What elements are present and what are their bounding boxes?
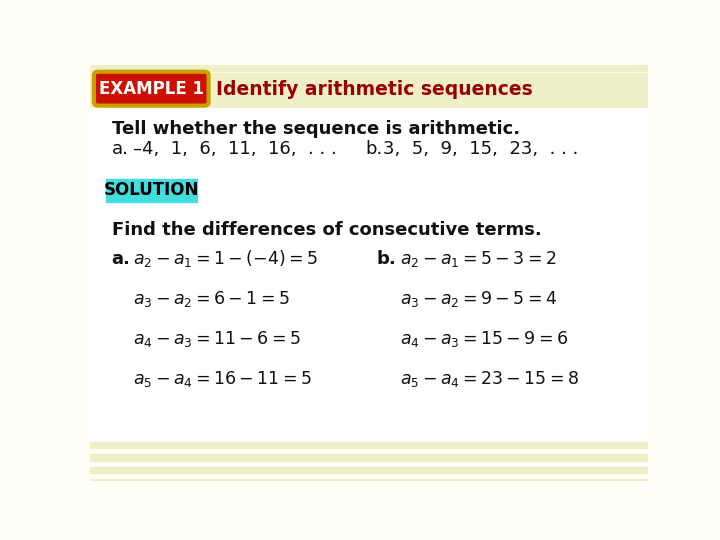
Text: b.: b.: [377, 250, 397, 268]
Text: $a_2 - a_1 = 1 - (-4) = 5$: $a_2 - a_1 = 1 - (-4) = 5$: [132, 248, 318, 269]
Text: $a_2 - a_1 = 5 - 3 = 2$: $a_2 - a_1 = 5 - 3 = 2$: [400, 249, 557, 269]
Text: $a_5 - a_4 = 16 - 11 = 5$: $a_5 - a_4 = 16 - 11 = 5$: [132, 369, 312, 389]
Text: Identify arithmetic sequences: Identify arithmetic sequences: [215, 80, 532, 99]
Text: EXAMPLE 1: EXAMPLE 1: [99, 80, 204, 98]
Text: b.: b.: [365, 140, 382, 159]
Bar: [90, 467, 648, 473]
Bar: [90, 65, 648, 71]
Text: a.: a.: [112, 250, 130, 268]
Text: $a_3 - a_2 = 6 - 1 = 5$: $a_3 - a_2 = 6 - 1 = 5$: [132, 289, 289, 309]
Text: 3,  5,  9,  15,  23,  . . .: 3, 5, 9, 15, 23, . . .: [383, 140, 578, 159]
Text: Find the differences of consecutive terms.: Find the differences of consecutive term…: [112, 221, 541, 239]
Text: Tell whether the sequence is arithmetic.: Tell whether the sequence is arithmetic.: [112, 120, 520, 138]
Bar: [90, 442, 648, 448]
Text: a.: a.: [112, 140, 129, 159]
FancyBboxPatch shape: [94, 72, 209, 106]
Bar: [106, 179, 197, 202]
Bar: [90, 455, 648, 461]
Text: $a_5 - a_4 = 23 - 15 = 8$: $a_5 - a_4 = 23 - 15 = 8$: [400, 369, 579, 389]
Bar: [90, 102, 648, 108]
Bar: [90, 108, 648, 439]
Bar: [90, 90, 648, 96]
Text: –4,  1,  6,  11,  16,  . . .: –4, 1, 6, 11, 16, . . .: [132, 140, 336, 159]
Text: $a_4 - a_3 = 15 - 9 = 6$: $a_4 - a_3 = 15 - 9 = 6$: [400, 329, 568, 349]
Text: SOLUTION: SOLUTION: [104, 181, 199, 199]
Text: $a_3 - a_2 = 9 - 5 = 4$: $a_3 - a_2 = 9 - 5 = 4$: [400, 289, 557, 309]
Bar: [90, 72, 648, 108]
Bar: [90, 77, 648, 83]
Bar: [90, 479, 648, 485]
Text: $a_4 - a_3 = 11 - 6 = 5$: $a_4 - a_3 = 11 - 6 = 5$: [132, 329, 300, 349]
